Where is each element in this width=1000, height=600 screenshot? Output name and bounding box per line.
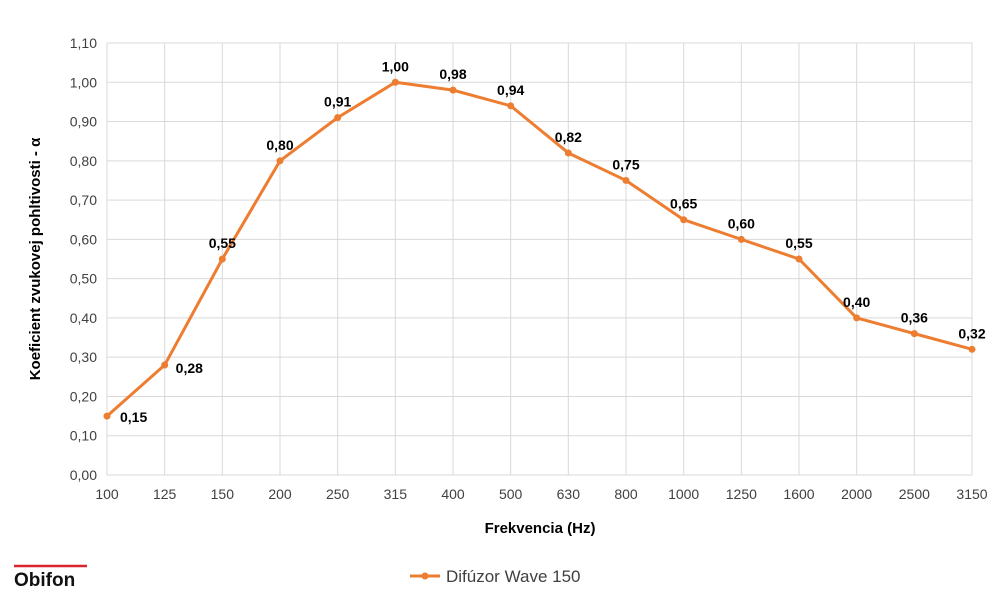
x-tick-label: 250 (326, 486, 350, 502)
data-point (795, 255, 803, 263)
y-axis-ticks: 0,00 0,10 0,20 0,30 0,40 0,50 0,60 0,70 0,80 0,90… (70, 35, 97, 483)
x-axis-title: Frekvencia (Hz) (485, 520, 596, 537)
legend-label: Difúzor Wave 150 (446, 567, 580, 586)
data-label: 0,36 (901, 310, 928, 326)
x-tick-label: 800 (614, 486, 638, 502)
series-line (105, 80, 974, 418)
data-label: 0,32 (958, 325, 985, 341)
y-tick-label: 0,30 (70, 349, 97, 365)
data-label: 0,55 (209, 235, 236, 251)
data-label: 1,00 (382, 58, 409, 74)
logo-text: Obifon (14, 570, 75, 591)
gridlines (106, 42, 973, 476)
y-tick-label: 0,40 (70, 310, 97, 326)
obifon-logo: Obifon (14, 564, 87, 591)
data-point (564, 149, 572, 157)
x-tick-label: 315 (384, 486, 408, 502)
data-label: 0,98 (439, 66, 466, 82)
legend-marker-icon (421, 572, 429, 580)
y-tick-label: 0,20 (70, 388, 97, 404)
y-tick-label: 1,10 (70, 35, 97, 51)
x-tick-label: 3150 (956, 486, 987, 502)
y-tick-label: 1,00 (70, 74, 97, 90)
data-point (449, 86, 457, 94)
data-point (737, 235, 745, 243)
y-tick-label: 0,90 (70, 114, 97, 130)
x-tick-label: 630 (557, 486, 581, 502)
y-tick-label: 0,00 (70, 467, 97, 483)
series-points (103, 78, 976, 420)
data-point (161, 361, 169, 369)
data-point (391, 78, 399, 86)
legend: Difúzor Wave 150 (410, 567, 580, 586)
x-tick-label: 500 (499, 486, 523, 502)
x-tick-label: 1000 (668, 486, 699, 502)
x-tick-label: 2000 (841, 486, 872, 502)
x-tick-label: 100 (95, 486, 119, 502)
x-tick-label: 125 (153, 486, 177, 502)
x-axis-ticks: 100 125 150 200 250 315 400 500 630 800 1000 1250 16… (95, 486, 987, 502)
data-label: 0,60 (728, 215, 755, 231)
data-point (103, 412, 111, 420)
data-label: 0,94 (497, 82, 524, 98)
data-label: 0,65 (670, 196, 697, 212)
data-label: 0,75 (612, 156, 639, 172)
data-label: 0,28 (176, 360, 203, 376)
x-tick-label: 150 (211, 486, 235, 502)
data-point (507, 102, 515, 110)
data-point (853, 314, 861, 322)
y-tick-label: 0,60 (70, 231, 97, 247)
data-point (334, 114, 342, 122)
data-label: 0,55 (785, 235, 812, 251)
y-tick-label: 0,80 (70, 153, 97, 169)
data-point (968, 345, 976, 353)
data-point (680, 216, 688, 224)
data-label: 0,15 (120, 409, 147, 425)
x-tick-label: 200 (268, 486, 292, 502)
x-tick-label: 2500 (899, 486, 930, 502)
data-label: 0,91 (324, 94, 351, 110)
x-tick-label: 1250 (726, 486, 757, 502)
data-label: 0,82 (555, 129, 582, 145)
data-point (276, 157, 284, 165)
data-labels: 0,15 0,28 0,55 0,80 0,91 1,00 0,98 0,94 0,82 0,75… (120, 58, 986, 425)
series-lines (105, 80, 974, 418)
y-tick-label: 0,50 (70, 271, 97, 287)
y-tick-label: 0,70 (70, 192, 97, 208)
data-label: 0,80 (266, 137, 293, 153)
data-label: 0,40 (843, 294, 870, 310)
data-point (910, 330, 918, 338)
x-tick-label: 1600 (783, 486, 814, 502)
data-point (622, 176, 630, 184)
x-tick-label: 400 (441, 486, 465, 502)
data-point (218, 255, 226, 263)
y-axis-title: Koeficient zvukovej pohltivosti - α (27, 137, 44, 380)
y-tick-label: 0,10 (70, 428, 97, 444)
